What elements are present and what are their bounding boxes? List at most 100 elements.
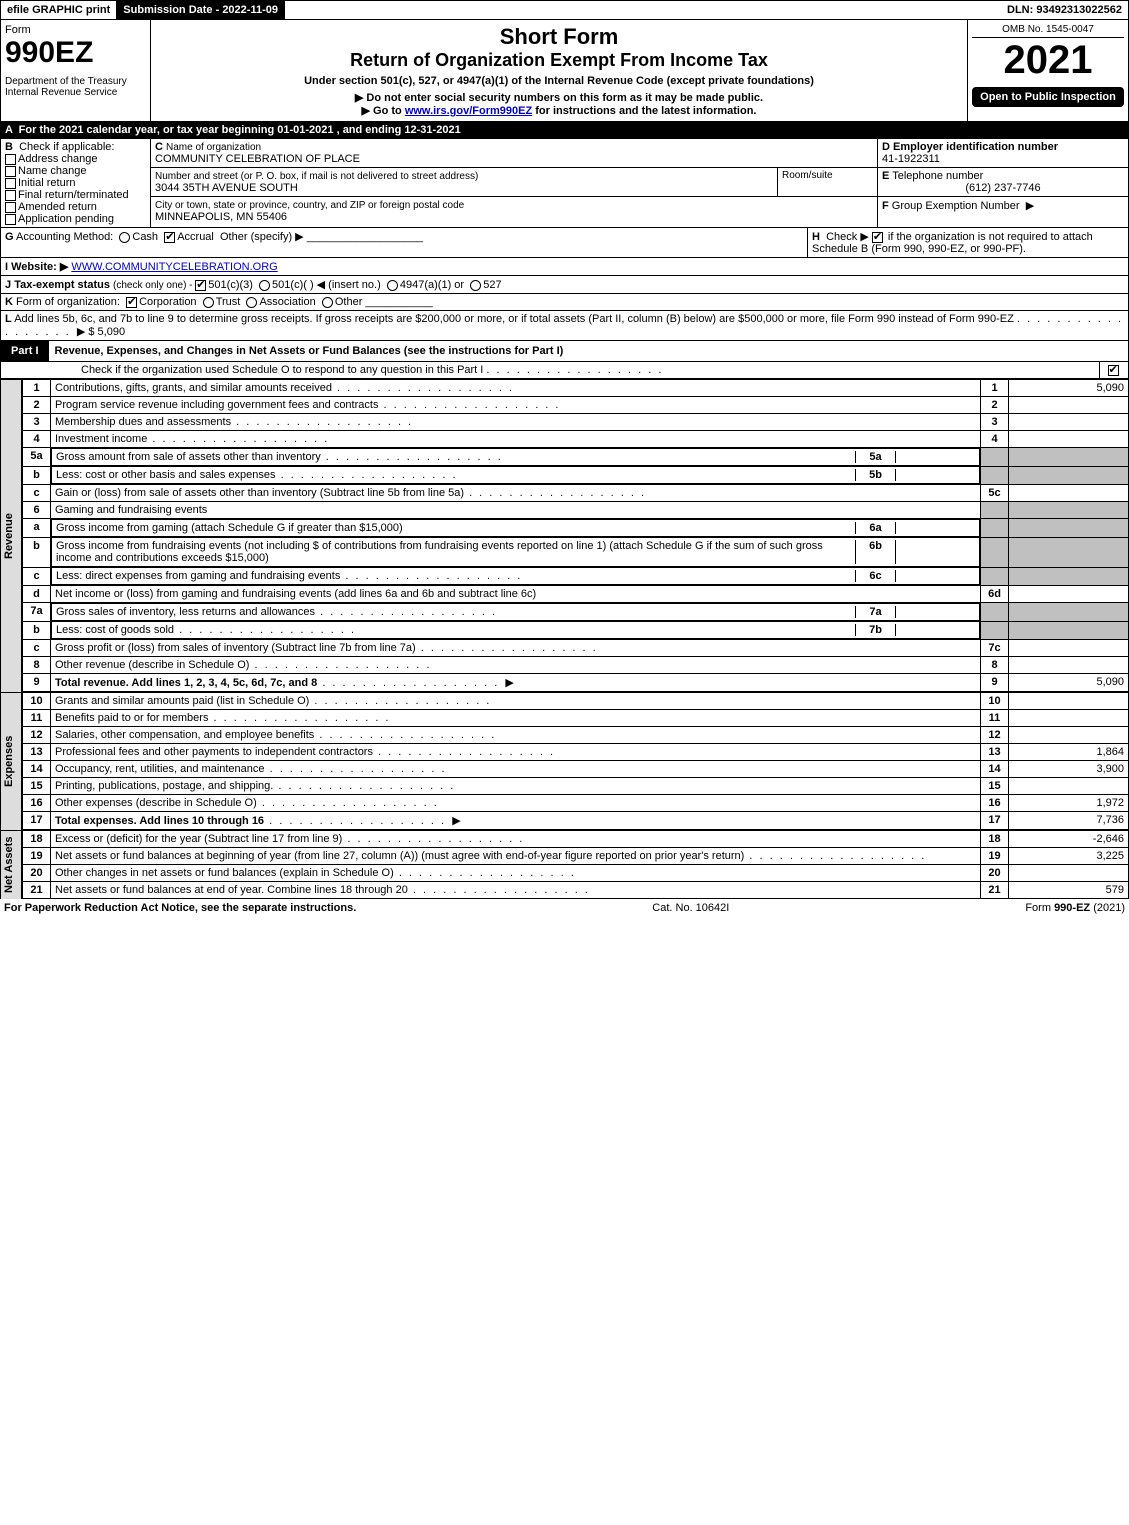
chk-initial-return[interactable] bbox=[5, 178, 16, 189]
k-other: Other bbox=[335, 296, 363, 308]
j-501c: 501(c)( ) ◀ (insert no.) bbox=[272, 279, 381, 291]
part1-dots bbox=[486, 364, 663, 376]
g-cash: Cash bbox=[132, 231, 158, 243]
l5c-text: Gain or (loss) from sale of assets other… bbox=[55, 487, 464, 499]
title: Return of Organization Exempt From Incom… bbox=[155, 50, 963, 71]
l17-arrow: ▶ bbox=[452, 815, 460, 827]
l18-amt: -2,646 bbox=[1009, 831, 1129, 848]
chk-h[interactable] bbox=[872, 232, 883, 243]
c-street-row: Number and street (or P. O. box, if mail… bbox=[151, 168, 877, 197]
l2-amt bbox=[1009, 397, 1129, 414]
top-bar: efile GRAPHIC print Submission Date - 20… bbox=[0, 0, 1129, 20]
l12-text: Salaries, other compensation, and employ… bbox=[55, 729, 314, 741]
omb: OMB No. 1545-0047 bbox=[972, 24, 1124, 38]
l16-amt: 1,972 bbox=[1009, 795, 1129, 812]
header-center: Short Form Return of Organization Exempt… bbox=[151, 20, 968, 121]
l9-arrow: ▶ bbox=[505, 677, 513, 689]
efile-print[interactable]: efile GRAPHIC print bbox=[1, 1, 117, 19]
l6a-sub: 6a bbox=[855, 522, 895, 534]
dln: DLN: 93492313022562 bbox=[1001, 1, 1128, 19]
form-word: Form bbox=[5, 24, 146, 36]
section-i: I Website: ▶ WWW.COMMUNITYCELEBRATION.OR… bbox=[0, 258, 1129, 276]
l16-text: Other expenses (describe in Schedule O) bbox=[55, 797, 257, 809]
goto-tail: for instructions and the latest informat… bbox=[532, 105, 756, 117]
radio-cash[interactable] bbox=[119, 232, 130, 243]
j-tail: (check only one) - bbox=[113, 280, 195, 291]
chk-part1-sched-o[interactable] bbox=[1108, 365, 1119, 376]
goto: ▶ Go to www.irs.gov/Form990EZ for instru… bbox=[155, 104, 963, 117]
l9-text: Total revenue. Add lines 1, 2, 3, 4, 5c,… bbox=[55, 677, 317, 689]
l5a-amt bbox=[1009, 448, 1129, 467]
l5a-text: Gross amount from sale of assets other t… bbox=[56, 451, 321, 463]
section-d: D Employer identification number 41-1922… bbox=[878, 139, 1128, 168]
website-link[interactable]: WWW.COMMUNITYCELEBRATION.ORG bbox=[71, 261, 277, 273]
chk-application-pending[interactable] bbox=[5, 214, 16, 225]
radio-trust[interactable] bbox=[203, 297, 214, 308]
l6d-amt bbox=[1009, 586, 1129, 603]
chk-final-return[interactable] bbox=[5, 190, 16, 201]
footer-right-c: (2021) bbox=[1090, 902, 1125, 914]
goto-prefix: ▶ Go to bbox=[362, 105, 405, 117]
l6a-text: Gross income from gaming (attach Schedul… bbox=[56, 522, 855, 534]
l4-amt bbox=[1009, 431, 1129, 448]
e-label: Telephone number bbox=[892, 170, 983, 182]
l14-text: Occupancy, rent, utilities, and maintena… bbox=[55, 763, 265, 775]
l18-text: Excess or (deficit) for the year (Subtra… bbox=[55, 833, 342, 845]
section-f: F Group Exemption Number ▶ bbox=[878, 197, 1128, 214]
footer: For Paperwork Reduction Act Notice, see … bbox=[0, 899, 1129, 917]
side-netassets: Net Assets bbox=[0, 830, 22, 899]
j-4947: 4947(a)(1) or bbox=[400, 279, 464, 291]
l10-text: Grants and similar amounts paid (list in… bbox=[55, 695, 309, 707]
radio-501c[interactable] bbox=[259, 280, 270, 291]
header-right: OMB No. 1545-0047 2021 Open to Public In… bbox=[968, 20, 1128, 121]
l19-amt: 3,225 bbox=[1009, 848, 1129, 865]
c-name-label: Name of organization bbox=[166, 142, 261, 153]
k-corp: Corporation bbox=[139, 296, 196, 308]
i-label: Website: ▶ bbox=[11, 261, 68, 273]
section-l: L Add lines 5b, 6c, and 7b to line 9 to … bbox=[0, 311, 1129, 341]
l17-amt: 7,736 bbox=[1009, 812, 1129, 830]
chk-address-change[interactable] bbox=[5, 154, 16, 165]
topbar-spacer bbox=[285, 1, 1001, 19]
dept: Department of the Treasury Internal Reve… bbox=[5, 76, 146, 98]
chk-501c3[interactable] bbox=[195, 280, 206, 291]
tax-year: 2021 bbox=[972, 38, 1124, 83]
l7c-amt bbox=[1009, 640, 1129, 657]
l3-text: Membership dues and assessments bbox=[55, 416, 231, 428]
g-accrual: Accrual bbox=[177, 231, 214, 243]
radio-4947[interactable] bbox=[387, 280, 398, 291]
section-e: E Telephone number (612) 237-7746 bbox=[878, 168, 1128, 197]
l21-amt: 579 bbox=[1009, 882, 1129, 899]
k-label: Form of organization: bbox=[16, 296, 120, 308]
l6b-sub: 6b bbox=[855, 540, 895, 564]
d-label: Employer identification number bbox=[893, 141, 1058, 153]
part1-check-text: Check if the organization used Schedule … bbox=[81, 364, 483, 376]
l1-amt: 5,090 bbox=[1009, 380, 1129, 397]
chk-corporation[interactable] bbox=[126, 297, 137, 308]
chk-accrual[interactable] bbox=[164, 232, 175, 243]
l8-text: Other revenue (describe in Schedule O) bbox=[55, 659, 249, 671]
part1-check: Check if the organization used Schedule … bbox=[0, 362, 1129, 379]
g-label: Accounting Method: bbox=[16, 231, 113, 243]
l5b-text: Less: cost or other basis and sales expe… bbox=[56, 469, 276, 481]
l13-amt: 1,864 bbox=[1009, 744, 1129, 761]
footer-right: Form 990-EZ (2021) bbox=[1025, 902, 1125, 914]
l6b-text: Gross income from fundraising events (no… bbox=[56, 540, 855, 564]
l15-amt bbox=[1009, 778, 1129, 795]
l3-amt bbox=[1009, 414, 1129, 431]
section-b: B Check if applicable: Address change Na… bbox=[1, 139, 151, 227]
radio-527[interactable] bbox=[470, 280, 481, 291]
form-number: 990EZ bbox=[5, 36, 146, 70]
room-label: Room/suite bbox=[777, 168, 877, 196]
footer-mid: Cat. No. 10642I bbox=[652, 902, 729, 914]
l5b-sub: 5b bbox=[855, 469, 895, 481]
goto-link[interactable]: www.irs.gov/Form990EZ bbox=[405, 105, 532, 117]
l-amt: ▶ $ 5,090 bbox=[77, 326, 125, 338]
chk-name-change[interactable] bbox=[5, 166, 16, 177]
b-label: Check if applicable: bbox=[19, 141, 114, 153]
radio-other[interactable] bbox=[322, 297, 333, 308]
side-revenue: Revenue bbox=[0, 379, 22, 692]
radio-association[interactable] bbox=[246, 297, 257, 308]
chk-amended-return[interactable] bbox=[5, 202, 16, 213]
netassets-table: 18Excess or (deficit) for the year (Subt… bbox=[22, 830, 1129, 899]
